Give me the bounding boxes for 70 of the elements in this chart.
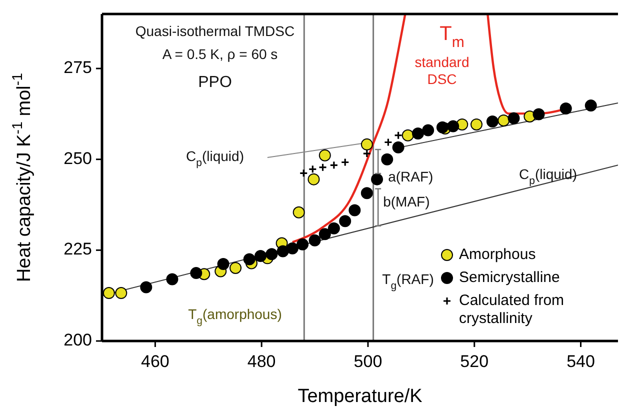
point bbox=[308, 173, 320, 186]
point bbox=[217, 258, 230, 270]
point bbox=[470, 118, 482, 130]
annotation: C$_{p}$(liquid) bbox=[519, 166, 577, 187]
point bbox=[402, 129, 414, 142]
annotation: standard DSC bbox=[414, 54, 470, 87]
annotation: PPO bbox=[198, 74, 232, 92]
point bbox=[360, 187, 373, 200]
point bbox=[486, 116, 498, 128]
legend-label: Calculated from crystallinity bbox=[459, 292, 564, 327]
point bbox=[308, 234, 321, 246]
point bbox=[166, 273, 178, 286]
x-tick-label: 500 bbox=[354, 352, 382, 371]
point bbox=[243, 253, 256, 266]
point bbox=[254, 250, 267, 262]
point bbox=[286, 242, 298, 254]
x-axis-title: Temperature/K bbox=[298, 386, 423, 407]
point bbox=[339, 215, 352, 228]
y-tick-label: 250 bbox=[64, 148, 92, 168]
point bbox=[392, 141, 404, 154]
point bbox=[584, 100, 597, 112]
y-tick-label: 275 bbox=[64, 58, 92, 77]
point bbox=[498, 114, 510, 126]
x-tick-label: 460 bbox=[141, 352, 170, 371]
annotation: Quasi-isothermal TMDSC bbox=[135, 22, 295, 39]
annotation: T$_{g}$(RAF) bbox=[382, 270, 434, 292]
point bbox=[436, 121, 448, 134]
point bbox=[292, 206, 305, 218]
x-tick-label: 480 bbox=[247, 352, 276, 371]
annotation: a(RAF) bbox=[388, 168, 434, 184]
point bbox=[381, 153, 394, 166]
y-tick-label: 200 bbox=[64, 330, 92, 350]
point bbox=[422, 124, 434, 136]
point bbox=[394, 131, 403, 140]
point bbox=[318, 228, 331, 240]
x-tick-label: 540 bbox=[566, 352, 595, 371]
annotation: T$_{m}$ bbox=[440, 23, 464, 52]
point bbox=[362, 149, 372, 158]
legend-label: Amorphous bbox=[459, 246, 536, 263]
point bbox=[102, 287, 115, 300]
annotation: b(MAF) bbox=[383, 192, 430, 209]
point bbox=[276, 245, 289, 258]
point bbox=[360, 138, 373, 150]
annotation: C$_{p}$(liquid) bbox=[186, 148, 244, 169]
point bbox=[348, 204, 361, 216]
point bbox=[447, 120, 460, 132]
annotation: T$_{g}$(amorphous) bbox=[188, 306, 282, 327]
point bbox=[508, 112, 520, 124]
point bbox=[318, 163, 328, 172]
point bbox=[384, 138, 392, 147]
point bbox=[266, 248, 278, 260]
point bbox=[115, 287, 128, 300]
point bbox=[328, 222, 340, 234]
point bbox=[532, 108, 545, 120]
point bbox=[560, 102, 572, 114]
point bbox=[371, 173, 384, 186]
point bbox=[330, 160, 338, 170]
point bbox=[308, 164, 317, 174]
legend-label: Semicrystalline bbox=[459, 268, 560, 286]
point bbox=[340, 158, 350, 167]
point bbox=[412, 128, 424, 140]
annotation: A = 0.5 K, ρ = 60 s bbox=[162, 46, 278, 62]
point bbox=[230, 262, 242, 274]
x-tick-label: 520 bbox=[460, 352, 489, 371]
point bbox=[190, 267, 202, 280]
point bbox=[299, 168, 308, 178]
point bbox=[318, 149, 331, 162]
point bbox=[140, 281, 152, 294]
y-tick-label: 225 bbox=[64, 240, 92, 259]
point bbox=[296, 238, 309, 250]
